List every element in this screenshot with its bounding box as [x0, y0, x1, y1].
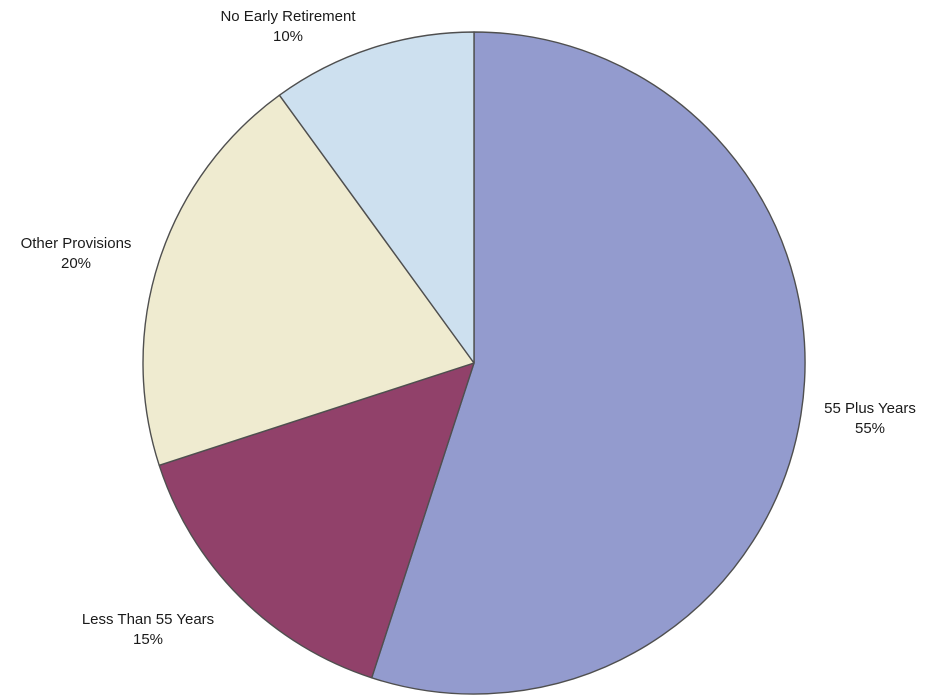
- slice-label-55-plus-years: 55 Plus Years: [824, 400, 916, 417]
- slice-percent-no-early-retirement: 10%: [273, 28, 303, 45]
- slice-label-other-provisions: Other Provisions: [21, 235, 132, 252]
- pie-slice-less-than-55-years: [158, 362, 475, 679]
- slice-label-no-early-retirement: No Early Retirement: [220, 8, 356, 25]
- pie-labels: 55 Plus Years 55% Less Than 55 Years 15% Oth…: [21, 8, 916, 648]
- slice-label-less-than-55-years: Less Than 55 Years: [82, 611, 214, 628]
- pie-slice-no-early-retirement: [278, 31, 475, 364]
- pie-slice-55-plus-years: [371, 31, 806, 695]
- pie-slice-other-provisions: [142, 94, 475, 466]
- pie-slices: [142, 31, 806, 695]
- slice-percent-less-than-55-years: 15%: [133, 631, 163, 648]
- slice-percent-55-plus-years: 55%: [855, 420, 885, 437]
- slice-percent-other-provisions: 20%: [61, 255, 91, 272]
